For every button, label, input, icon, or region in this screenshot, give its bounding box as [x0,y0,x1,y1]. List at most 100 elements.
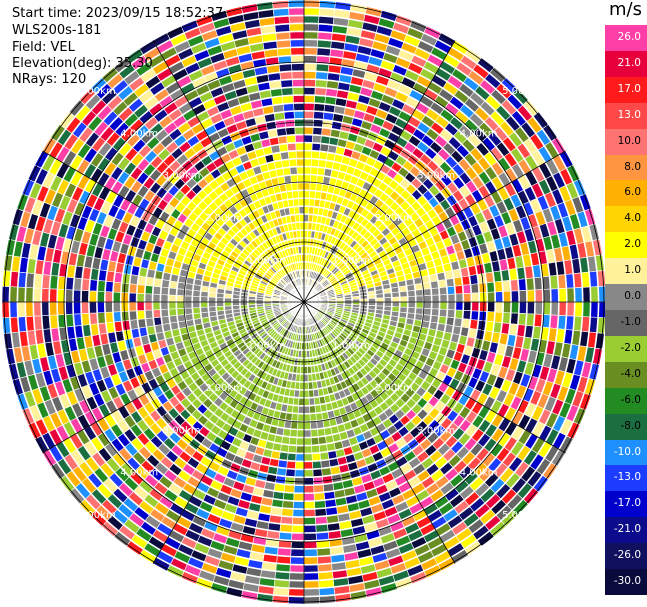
range-gate [303,87,316,96]
range-gate [563,329,574,345]
range-gate [439,294,448,303]
range-gate [138,326,148,338]
range-gate [266,64,281,74]
range-gate [130,327,141,339]
colorbar-segment [605,335,647,363]
range-gate [286,134,296,144]
range-ring-label: 2.00km [205,383,243,394]
range-gate [298,397,305,406]
azimuth-spoke [303,301,566,454]
range-gate [332,17,350,27]
range-gate [277,459,288,469]
range-gate [277,547,292,557]
range-gate [97,290,105,303]
range-ring-label: 4.00km [460,128,498,139]
range-gate [74,265,84,279]
range-gate [291,413,299,422]
range-gate [283,484,295,493]
range-gate [297,405,305,414]
range-gate [176,301,185,310]
range-gate [290,174,299,183]
nrays-label: NRays: 120 [12,72,87,87]
range-gate [329,545,345,556]
range-gate [316,420,325,429]
colorbar-segment [605,154,647,181]
range-gate [263,48,279,59]
range-gate [341,479,354,489]
range-gate [3,332,13,350]
range-gate [563,259,574,275]
range-gate [49,301,58,316]
range-gate [494,311,503,324]
range-gate [332,577,350,587]
range-gate [303,405,311,414]
range-gate [309,405,316,414]
range-gate [286,460,296,470]
range-gate [486,311,495,323]
range-gate [299,214,305,222]
range-gate [461,318,471,329]
range-gate [145,317,155,328]
range-ring-label: 5.00km [78,86,116,97]
range-gate [303,524,317,533]
range-gate [334,593,352,603]
range-gate [298,206,305,215]
range-gate [288,437,298,446]
range-gate [254,66,269,76]
range-gate [303,190,311,199]
range-gate [488,250,499,263]
range-gate [129,274,139,285]
range-gate [153,278,163,288]
range-gate [313,103,326,112]
range-gate [312,127,323,136]
range-gate [498,332,509,346]
range-gate [469,274,479,285]
range-gate [33,287,42,303]
range-gate [50,261,61,277]
range-gate [337,81,351,92]
range-gate [327,522,341,532]
range-gate [486,281,495,293]
range-gate [314,87,327,96]
colorbar-segment [605,439,647,466]
range-gate [524,325,534,339]
range-gate [398,285,408,293]
range-gate [271,498,284,508]
range-gate [423,288,432,297]
range-gate [303,366,309,374]
range-gate [467,265,478,277]
range-gate [152,285,162,295]
range-gate [317,563,333,573]
range-gate [321,127,332,137]
range-gate [208,301,217,308]
range-gate [589,316,598,334]
range-gate [65,276,75,291]
range-gate [270,144,281,154]
range-gate [422,281,431,290]
range-gate [272,0,289,9]
range-ring-label: 5.00km [502,510,540,521]
range-gate [325,88,338,98]
range-gate [303,142,313,151]
azimuth-spoke [303,301,456,564]
range-gate [208,296,217,303]
range-gate [430,280,439,289]
range-gate [184,295,193,303]
range-gate [83,255,94,269]
range-ring [63,61,545,543]
range-gate [345,494,358,505]
range-gate [313,396,321,406]
range-gate [278,451,289,461]
range-gate [287,596,305,605]
range-gate [296,429,305,438]
range-gate [547,327,558,343]
range-gate [518,312,527,326]
range-gate [323,491,336,500]
range-gate [279,523,293,533]
range-gate [9,301,18,318]
range-gate [292,79,305,88]
range-gate [250,50,266,61]
range-gate [257,81,271,92]
range-gate [294,477,305,486]
